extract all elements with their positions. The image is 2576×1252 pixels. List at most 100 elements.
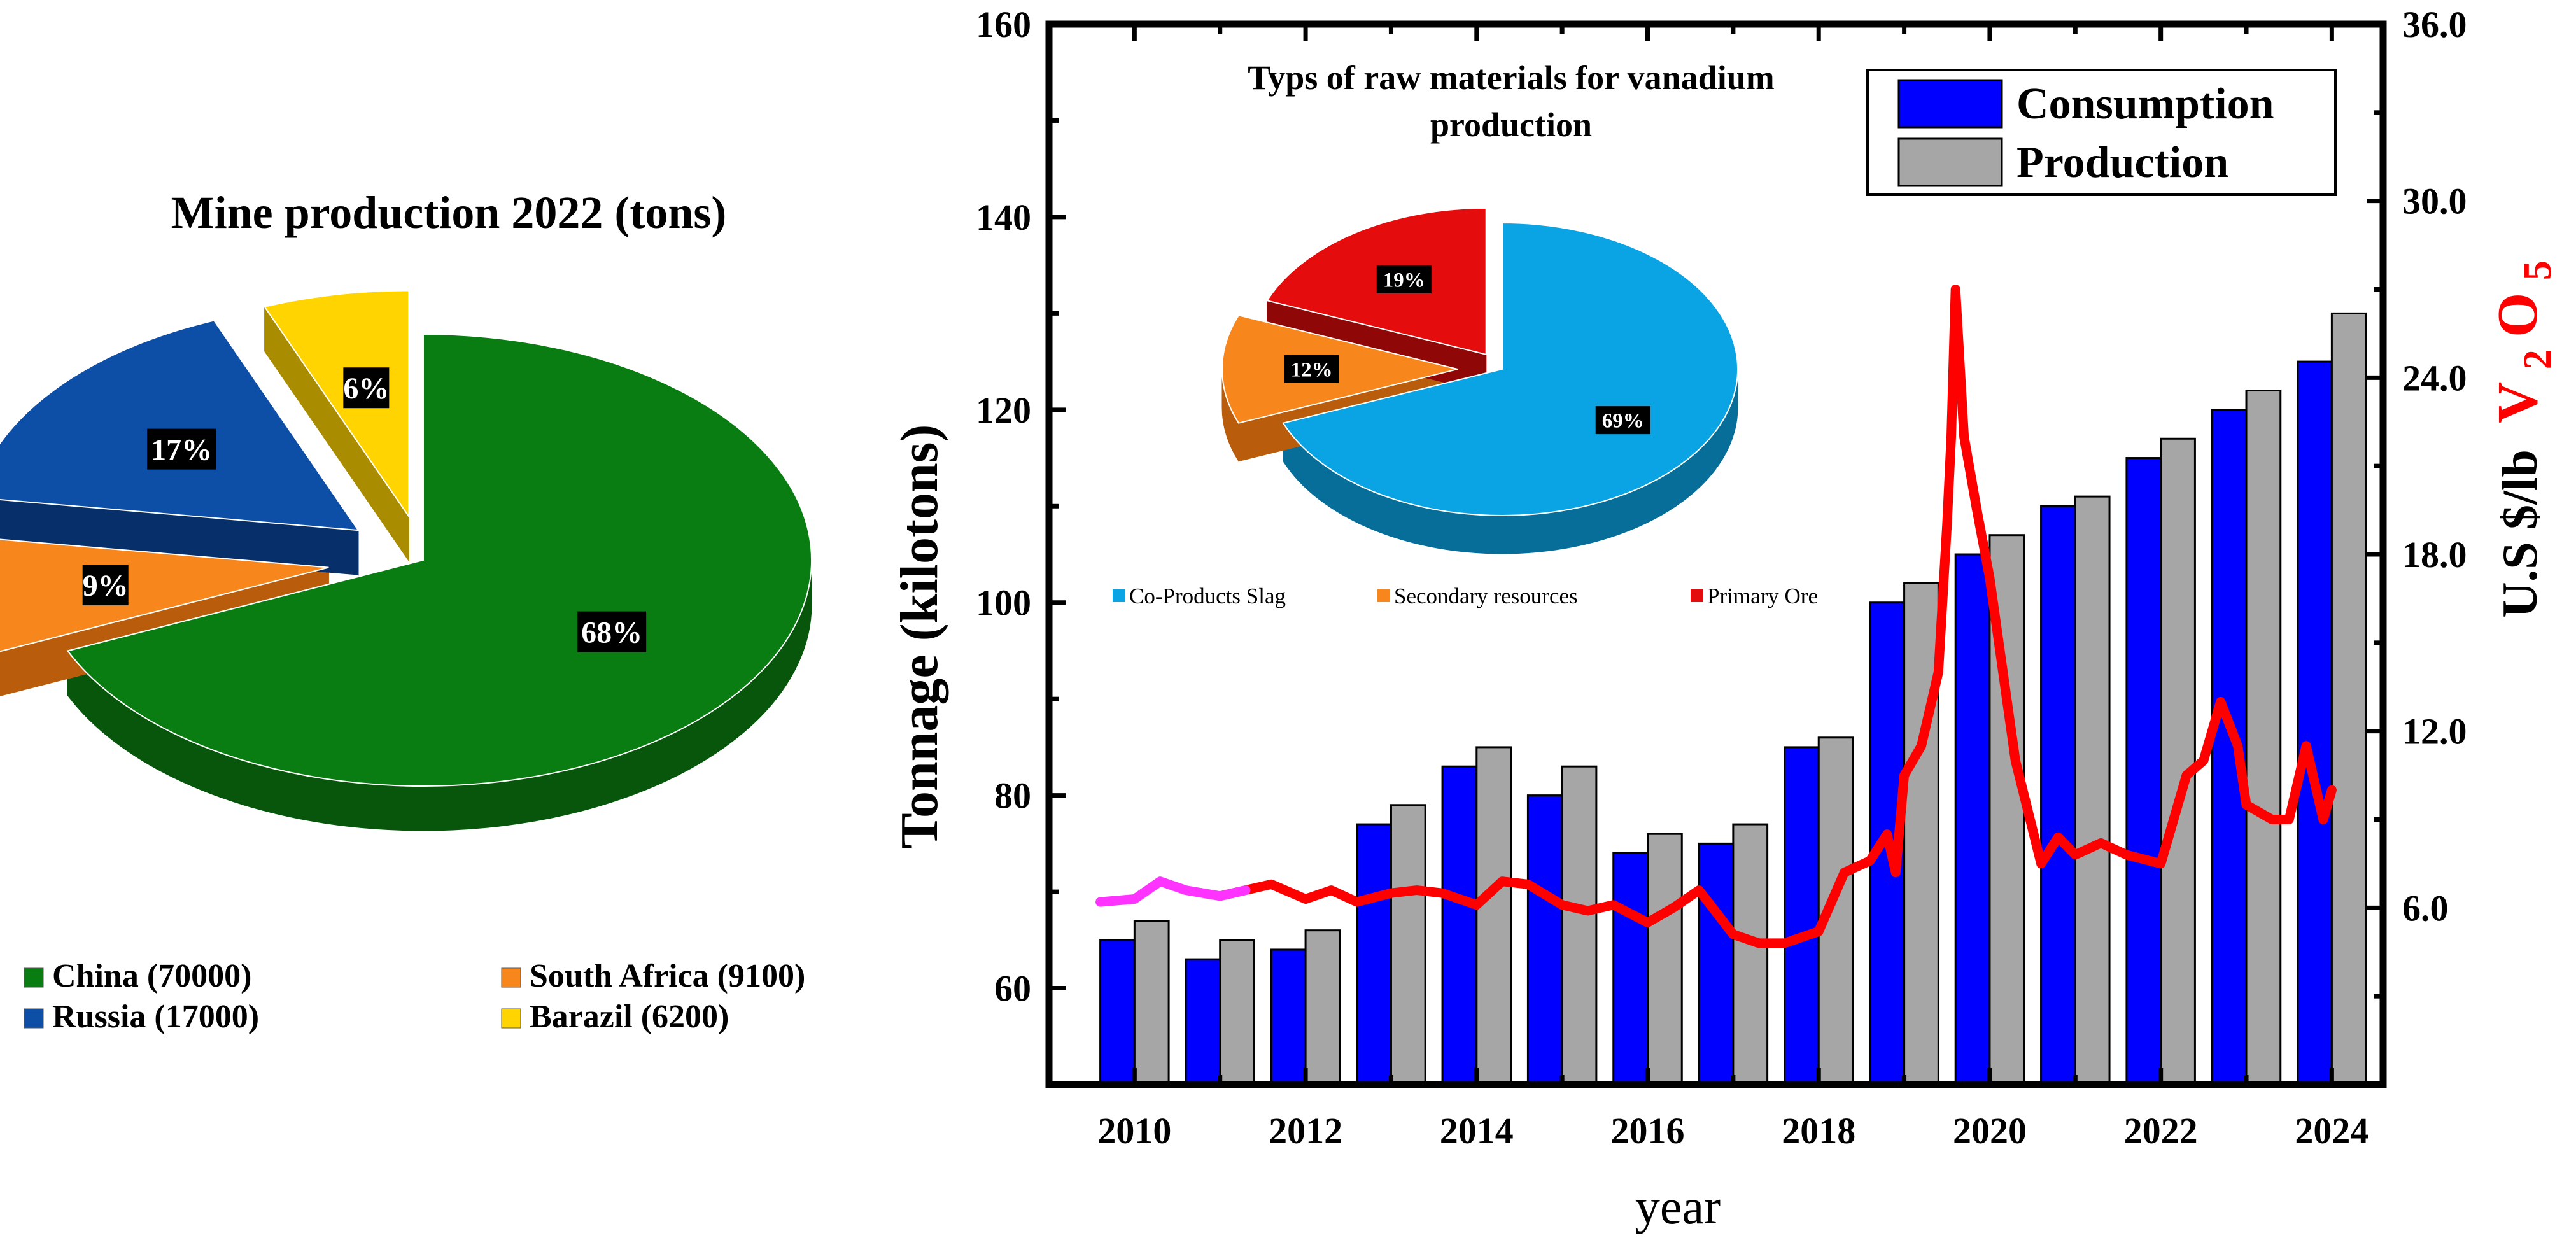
legend-label-consumption: Consumption xyxy=(2016,80,2274,129)
bar-consumption-2011 xyxy=(1185,958,1221,1086)
y-axis-left-title: Tonnage (kilotons) xyxy=(890,425,949,849)
raw-slice-primary-ore xyxy=(1266,207,1487,356)
legend-swatch-secondary-resources xyxy=(1377,589,1390,602)
bar-consumption-2016 xyxy=(1612,852,1649,1086)
raw-materials-pie-chart: Typs of raw materials for vanadium produ… xyxy=(1113,59,1818,608)
y-right-tick-label-18.0: 18.0 xyxy=(2402,534,2467,575)
mine-label-barazil-6200: 6% xyxy=(343,372,389,405)
mine-production-legend: China (70000) South Africa (9100) Russia… xyxy=(24,958,805,1035)
y-left-tick-label-140: 140 xyxy=(976,197,1031,238)
y-axis-right-formula-v: V xyxy=(2486,382,2549,423)
bar-production-2011 xyxy=(1219,939,1255,1086)
legend-label-production: Production xyxy=(2016,138,2228,187)
bar-consumption-2017 xyxy=(1698,842,1735,1086)
bar-consumption-2020 xyxy=(1954,553,1991,1086)
vanadium-market-chart: 2010 2012 2014 2016 2018 2020 2022 2024 60 80 100… xyxy=(890,4,2561,1234)
raw-label-primary-ore: 19% xyxy=(1383,269,1425,292)
bar-consumption-2018 xyxy=(1783,746,1820,1086)
mine-production-pie-chart: Mine production 2022 (tons) 68% 9% 17% 6% C… xyxy=(0,187,812,1035)
y-axis-right-title: U.S $/lb V 2 O 5 xyxy=(2486,260,2561,617)
bar-chart-legend: Consumption Production xyxy=(1866,69,2337,196)
mine-label-china-70000: 68% xyxy=(581,615,642,649)
bar-consumption-2012 xyxy=(1270,948,1307,1086)
legend-swatch-south-africa xyxy=(501,967,521,988)
legend-swatch-consumption xyxy=(1897,79,2003,129)
mine-label-bg-russia-17000 xyxy=(147,428,216,470)
y-right-tick-label-12.0: 12.0 xyxy=(2402,711,2467,752)
x-tick-label-2020: 2020 xyxy=(1953,1110,2027,1151)
bar-production-2014 xyxy=(1475,746,1512,1086)
legend-swatch-russia xyxy=(24,1008,44,1029)
legend-label-secondary-resources: Secondary resources xyxy=(1394,584,1578,608)
bar-production-2021 xyxy=(2074,495,2111,1086)
bar-consumption-2024 xyxy=(2297,360,2333,1086)
mine-label-bg-south-africa-9100 xyxy=(82,565,129,606)
mine-label-bg-barazil-6200 xyxy=(343,367,390,409)
bar-production-2012 xyxy=(1304,929,1341,1086)
bar-production-2017 xyxy=(1732,823,1769,1086)
bar-consumption-2010 xyxy=(1099,939,1136,1086)
x-tick-label-2016: 2016 xyxy=(1611,1110,1685,1151)
y-left-tick-label-60: 60 xyxy=(994,968,1031,1009)
legend-label-south-africa: South Africa (9100) xyxy=(530,958,805,994)
legend-label-china: China (70000) xyxy=(52,958,251,994)
y-right-tick-label-36.0: 36.0 xyxy=(2402,4,2467,45)
raw-materials-title-line2: production xyxy=(1430,106,1592,144)
y-left-tick-label-80: 80 xyxy=(994,775,1031,817)
svg-text:U.S $/lb V 2: U.S $/lb V 2 O 5 xyxy=(2486,260,2561,617)
y-right-tick-label-6.0: 6.0 xyxy=(2402,887,2449,929)
raw-label-co-products-slag: 69% xyxy=(1602,410,1644,433)
x-axis-title: year xyxy=(1635,1179,1721,1234)
legend-swatch-production xyxy=(1897,137,2003,187)
bar-consumption-2022 xyxy=(2125,457,2162,1086)
mine-production-title: Mine production 2022 (tons) xyxy=(171,187,727,238)
raw-label-bg-co-products-slag xyxy=(1595,406,1650,435)
y-right-tick-label-24.0: 24.0 xyxy=(2402,357,2467,398)
raw-label-bg-primary-ore xyxy=(1376,265,1432,293)
x-tick-label-2018: 2018 xyxy=(1782,1110,1855,1151)
legend-label-brazil: Barazil (6200) xyxy=(530,999,729,1035)
raw-materials-legend: Co-Products Slag Secondary resources Pri… xyxy=(1113,584,1818,608)
y-left-tick-label-160: 160 xyxy=(976,4,1031,45)
bar-production-2013 xyxy=(1390,804,1426,1086)
bar-production-2024 xyxy=(2330,312,2367,1086)
legend-swatch-china xyxy=(24,967,44,988)
bar-production-2016 xyxy=(1647,833,1683,1086)
raw-label-secondary-resources: 12% xyxy=(1291,359,1333,382)
bar-consumption-2014 xyxy=(1441,765,1478,1086)
x-tick-label-2024: 2024 xyxy=(2295,1110,2368,1151)
mine-label-russia-17000: 17% xyxy=(151,433,212,467)
mine-slice-barazil-6200 xyxy=(263,290,410,519)
bar-production-2015 xyxy=(1561,765,1598,1086)
mine-label-south-africa-9100: 9% xyxy=(83,569,129,603)
bar-production-2022 xyxy=(2160,437,2196,1086)
x-tick-label-2022: 2022 xyxy=(2124,1110,2198,1151)
bar-consumption-2013 xyxy=(1356,823,1392,1086)
y-axis-right-formula-o: O xyxy=(2486,293,2549,337)
mine-slice-south-africa-9100 xyxy=(0,538,329,652)
bar-production-2023 xyxy=(2245,390,2282,1086)
y-right-tick-label-30.0: 30.0 xyxy=(2402,181,2467,222)
x-tick-label-2012: 2012 xyxy=(1269,1110,1342,1151)
legend-swatch-primary-ore xyxy=(1691,589,1703,602)
mine-slice-china-70000 xyxy=(66,333,812,787)
y-axis-right-formula-sub2: 5 xyxy=(2516,260,2559,280)
bar-consumption-2015 xyxy=(1526,794,1563,1086)
x-tick-label-2014: 2014 xyxy=(1440,1110,1514,1151)
raw-materials-title-line1: Typs of raw materials for vanadium xyxy=(1248,59,1774,97)
raw-label-bg-secondary-resources xyxy=(1284,355,1339,383)
price-line-v2o5 xyxy=(1215,285,2337,948)
price-line-v2o5-early xyxy=(1095,876,1251,907)
y-left-tick-label-100: 100 xyxy=(976,582,1031,624)
legend-label-co-products-slag: Co-Products Slag xyxy=(1129,584,1286,608)
bar-production-2019 xyxy=(1903,582,1939,1086)
x-tick-label-2010: 2010 xyxy=(1097,1110,1171,1151)
legend-label-russia: Russia (17000) xyxy=(52,999,259,1035)
bar-production-2010 xyxy=(1133,920,1170,1086)
bar-consumption-2021 xyxy=(2040,505,2076,1086)
legend-swatch-brazil xyxy=(501,1008,521,1029)
y-axis-right-unit: U.S $/lb xyxy=(2492,449,2547,617)
mine-slice-russia-17000 xyxy=(0,320,360,531)
legend-label-primary-ore: Primary Ore xyxy=(1707,584,1818,608)
